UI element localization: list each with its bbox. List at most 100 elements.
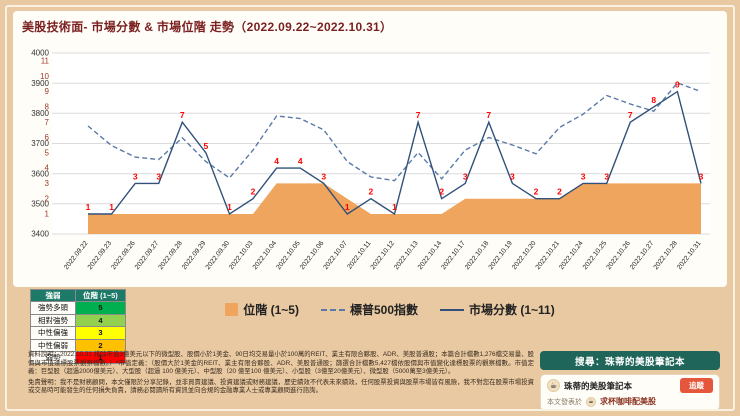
score-point-label: 7 [416, 110, 421, 120]
score-point-label: 2 [439, 187, 444, 197]
score-point-label: 3 [510, 171, 515, 181]
dashed-line-swatch-icon [320, 308, 345, 311]
coffee-cup-icon: ☕ [586, 396, 596, 407]
strength-label: 強勢多頭 [30, 301, 76, 315]
score-point-label: 8 [651, 95, 656, 105]
score-point-label: 3 [133, 171, 138, 181]
score-point-label: 1 [227, 202, 232, 212]
level-value: 1 [75, 350, 126, 365]
score-point-label: 7 [486, 110, 491, 120]
score-point-label: 3 [581, 171, 586, 181]
index-axis-tick: 3900 [31, 79, 49, 88]
x-axis-label: 2022.10.17 [440, 240, 467, 271]
x-axis-label: 2022.09.22 [63, 240, 90, 271]
x-axis-label: 2022.10.25 [582, 240, 609, 271]
x-axis-label: 2022.09.23 [87, 240, 114, 271]
index-axis-tick: 3700 [31, 139, 49, 148]
score-axis-tick: 1 [45, 210, 50, 219]
level-value: 3 [75, 326, 126, 340]
table-row: 中性偏強 3 [30, 326, 126, 340]
index-axis-tick: 3600 [31, 169, 49, 178]
table-header-row: 強弱 位階 (1~5) [30, 288, 126, 303]
strength-label: 相對強勢 [30, 313, 76, 328]
strength-column-header: 強弱 [30, 288, 76, 303]
score-point-label: 1 [392, 202, 397, 212]
score-point-label: 4 [298, 156, 303, 166]
level-value: 5 [75, 301, 126, 315]
score-point-label: 1 [345, 202, 350, 212]
author-row: ☕ 珠蒂的美股筆記本 追蹤 [547, 378, 713, 393]
score-point-label: 3 [156, 171, 161, 181]
x-axis-label: 2022.09.27 [134, 240, 161, 271]
level-area [88, 183, 701, 234]
table-row: 中性偏弱 2 [30, 338, 126, 352]
level-value: 4 [75, 313, 126, 328]
score-axis-tick: 9 [45, 87, 50, 96]
x-axis-label: 2022.10.19 [488, 240, 515, 271]
legend-item-sp500: 標普500指數 [320, 301, 418, 318]
index-axis-tick: 3400 [31, 230, 49, 239]
area-swatch-icon [225, 303, 239, 316]
score-axis-tick: 10 [40, 72, 49, 81]
x-axis-label: 2022.10.13 [393, 240, 420, 271]
trend-chart: 3400 3500 3600 3700 3800 3900 4000 1 2 3 4 5 6 7 8 9 10 1… [16, 34, 720, 286]
x-axis-label: 2022.10.21 [535, 240, 562, 271]
score-point-label: 7 [180, 110, 185, 120]
x-axis-label: 2022.10.18 [464, 240, 491, 271]
score-line [88, 90, 702, 216]
search-banner: 搜尋：珠蒂的美股筆記本 [540, 351, 720, 370]
trend-chart-svg: 3400 3500 3600 3700 3800 3900 4000 1 2 3 4 5 6 7 8 9 10 1… [31, 49, 710, 271]
chart-legend: 位階 (1~5) 標普500指數 市場分數 (1~11) [150, 301, 630, 318]
x-axis-label: 2022.10.24 [558, 240, 585, 271]
x-axis-label: 2022.10.11 [346, 240, 372, 271]
x-axis-label: 2022.10.28 [653, 240, 680, 271]
published-prefix: 本文發表於 [547, 398, 582, 406]
x-axis-label: 2022.10.04 [252, 240, 279, 271]
coffee-cup-icon: ☕ [547, 379, 560, 392]
author-card: ☕ 珠蒂的美股筆記本 追蹤 本文發表於 ☕ 求杯咖啡配美股 [540, 374, 720, 411]
x-axis-label: 2022.10.27 [629, 240, 656, 271]
sp500-line [87, 82, 702, 182]
x-axis-label: 2022.10.31 [676, 240, 703, 271]
score-point-label: 3 [463, 171, 468, 181]
x-axis-label: 2022.10.12 [370, 240, 397, 271]
score-axis-tick: 5 [45, 148, 50, 157]
score-axis-tick: 6 [45, 133, 50, 142]
score-point-label: 5 [204, 141, 209, 151]
publisher-name: 求杯咖啡配美股 [600, 397, 656, 406]
score-point-label: 2 [251, 187, 256, 197]
score-point-label: 2 [557, 187, 562, 197]
notes-block: 資料說明：2022.10.31 排除市值3億美元以下的微型股、股價小於1美金、9… [28, 351, 534, 398]
score-point-label: 3 [699, 171, 704, 181]
score-point-label: 3 [604, 171, 609, 181]
author-name: 珠蒂的美股筆記本 [564, 380, 633, 391]
page-title: 美股技術面- 市場分數 & 市場位階 走勢（2022.09.22~2022.10… [22, 20, 393, 34]
data-note: 資料說明：2022.10.31 排除市值3億美元以下的微型股、股價小於1美金、9… [28, 351, 534, 376]
strength-label: 中性偏弱 [30, 338, 76, 352]
score-axis-tick: 3 [45, 179, 50, 188]
score-axis-tick: 11 [41, 57, 50, 66]
legend-item-score: 市場分數 (1~11) [440, 301, 555, 318]
disclaimer-note: 免責聲明：我不是財務顧問，本文僅限於分享記錄，並非買賣建議、投資建議或財務建議，… [28, 378, 534, 395]
solid-line-swatch-icon [440, 308, 464, 311]
score-axis-tick: 2 [45, 194, 50, 203]
legend-label-score: 市場分數 (1~11) [469, 303, 555, 317]
x-axis-label: 2022.10.05 [275, 240, 302, 271]
score-point-label: 3 [321, 171, 326, 181]
score-point-label: 2 [369, 187, 374, 197]
x-axis-label: 2022.09.29 [181, 240, 208, 271]
x-axis-label: 2022.10.03 [228, 240, 255, 271]
x-axis-label: 2022.10.07 [322, 240, 349, 271]
index-axis-tick: 3500 [31, 199, 49, 208]
x-axis-label: 2022.09.28 [157, 240, 184, 271]
strength-label: 弱勢 [30, 350, 76, 365]
strength-level-table: 強弱 位階 (1~5) 強勢多頭 5 相對強勢 4 中性偏強 3 中性偏弱 2 … [30, 288, 126, 365]
table-row: 弱勢 1 [30, 350, 126, 365]
level-value: 2 [75, 338, 126, 352]
score-axis-tick: 8 [45, 103, 50, 112]
score-axis-tick: 7 [45, 118, 50, 127]
table-row: 相對強勢 4 [30, 313, 126, 328]
follow-button[interactable]: 追蹤 [680, 378, 713, 393]
score-point-label: 7 [628, 110, 633, 120]
score-point-label: 9 [675, 80, 680, 90]
